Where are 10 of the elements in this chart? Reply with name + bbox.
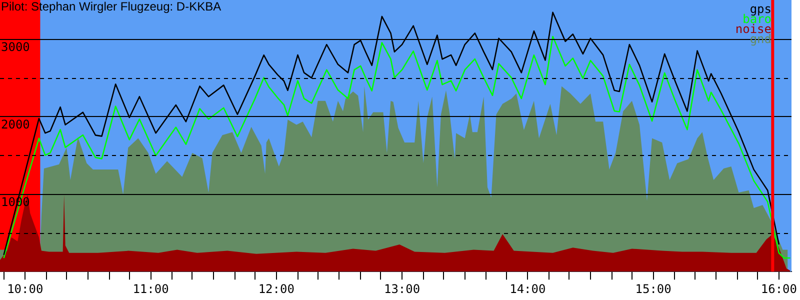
- x-tick-label: 11:00: [132, 282, 169, 296]
- x-tick-label: 12:00: [258, 282, 294, 296]
- x-tick-label: 15:00: [635, 282, 672, 296]
- x-tick-label: 10:00: [7, 282, 44, 296]
- x-tick-label: 13:00: [384, 282, 420, 296]
- y-tick-label: 2000: [1, 118, 30, 132]
- text: gps: [750, 2, 772, 16]
- x-tick-label: 14:00: [510, 282, 546, 296]
- y-tick-label: 3000: [1, 40, 30, 54]
- x-tick-label: 16:00: [760, 282, 797, 296]
